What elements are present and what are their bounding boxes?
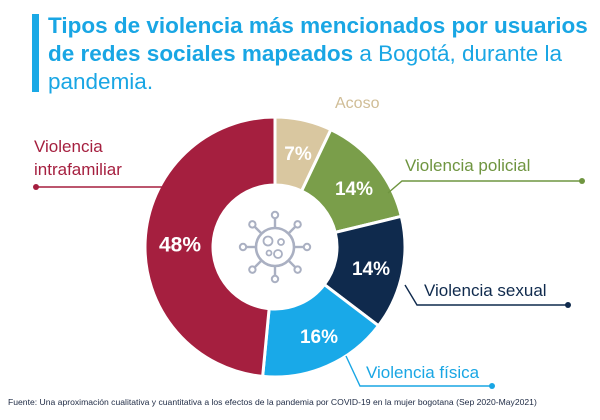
category-label-violencia-policial: Violencia policial [405, 156, 530, 175]
virus-spike [253, 225, 262, 234]
value-label-violencia-fisica: 16% [300, 327, 338, 348]
title-accent-bar [32, 14, 39, 92]
leader-dot-violencia-sexual [565, 302, 571, 308]
title-bold-part: Tipos de violencia más mencionados por u… [48, 13, 588, 66]
virus-body [254, 226, 296, 268]
slice-violencia-intrafamiliar [143, 115, 277, 379]
value-label-violencia-policial: 14% [335, 179, 373, 200]
virus-dot [262, 235, 274, 247]
category-label-acoso: Acoso [335, 95, 380, 112]
leader-line-violencia-sexual [404, 284, 568, 306]
leader-dot-violencia-intrafamiliar [33, 184, 39, 190]
virus-spike [253, 260, 262, 269]
virus-spike-tip [293, 220, 302, 229]
virus-dot [265, 249, 273, 257]
virus-spike [288, 225, 297, 234]
leader-line-violencia-fisica [345, 355, 492, 387]
value-label-violencia-sexual: 14% [352, 259, 390, 280]
virus-spike-tip [293, 265, 302, 274]
leader-dot-violencia-policial [579, 178, 585, 184]
source-note: Fuente: Una aproximación cualitativa y c… [8, 397, 537, 407]
category-label-violencia-intrafamiliar-2: intrafamiliar [34, 160, 122, 179]
virus-spike-tip [270, 210, 280, 220]
virus-dot [277, 238, 285, 246]
virus-spike-tip [270, 274, 280, 284]
virus-spike-tip [248, 220, 257, 229]
category-label-violencia-sexual: Violencia sexual [424, 281, 547, 300]
category-label-violencia-fisica: Violencia física [366, 363, 480, 382]
value-label-acoso: 7% [284, 144, 312, 165]
value-label-violencia-intrafamiliar: 48% [159, 234, 201, 257]
virus-spike-tip [248, 265, 257, 274]
chart-title: Tipos de violencia más mencionados por u… [48, 12, 588, 96]
title-regular-part: a Bogotá, durante la pandemia. [48, 41, 563, 94]
virus-dot [273, 249, 283, 259]
leader-dot-violencia-fisica [489, 383, 495, 389]
category-label-violencia-intrafamiliar-1: Violencia [34, 137, 103, 156]
virus-spike-tip [302, 242, 312, 252]
virus-spike-tip [238, 242, 248, 252]
leader-line-violencia-policial [387, 180, 582, 194]
virus-spike [288, 260, 297, 269]
virus-icon [238, 210, 312, 284]
